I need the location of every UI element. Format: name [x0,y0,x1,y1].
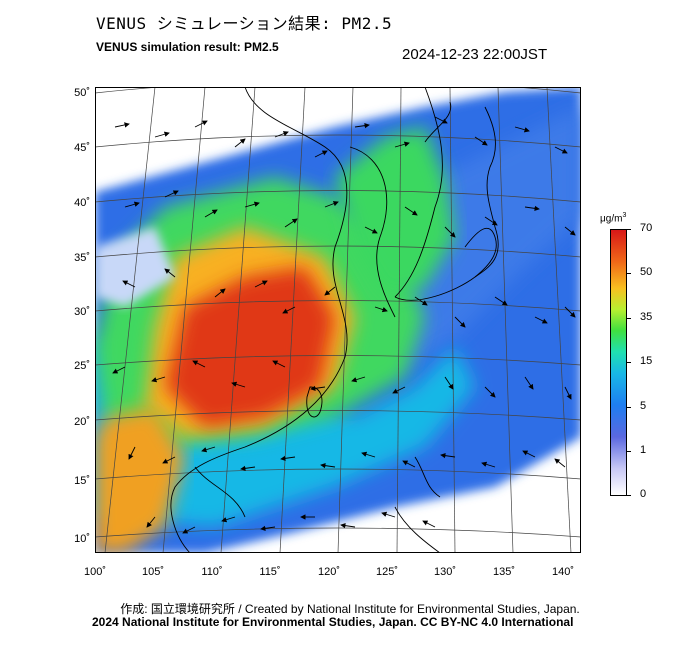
colorbar-label-15: 15 [640,355,653,367]
colorbar-tick-mark [627,229,631,230]
lat-label-20: 20˚ [74,416,90,428]
lat-label-15: 15˚ [74,475,90,487]
lon-label-115: 115˚ [259,566,281,578]
timestamp: 2024-12-23 22:00JST [402,46,548,63]
title-english: VENUS simulation result: PM2.5 [96,40,279,54]
copyright-line: 2024 National Institute for Environmenta… [92,615,574,629]
colorbar-unit: μg/m3 [600,212,627,225]
wind-vectors [112,116,576,534]
pm25-colorbar [610,229,627,496]
colorbar-tick-mark [627,362,631,363]
colorbar-tick-mark [627,495,631,496]
lon-label-130: 130˚ [433,566,457,578]
lat-label-10: 10˚ [74,533,90,545]
colorbar-label-50: 50 [640,266,653,278]
concentration-field [95,87,581,553]
colorbar-tick-mark [627,451,631,452]
lat-label-25: 25˚ [74,360,90,372]
lon-label-105: 105˚ [141,566,165,578]
coastlines [170,87,499,553]
graticule [95,87,581,553]
colorbar-label-0: 0 [640,488,647,500]
lat-label-45: 45˚ [74,142,90,154]
lat-label-50: 50˚ [74,87,90,99]
title-japanese: VENUS シミュレーション結果: PM2.5 [96,14,393,33]
lat-label-40: 40˚ [74,197,90,209]
lat-label-35: 35˚ [74,252,90,264]
lon-label-120: 120˚ [317,566,341,578]
map-frame [95,87,581,553]
pm25-concentration-map [95,87,581,553]
colorbar-label-1: 1 [640,444,647,456]
lon-label-110: 110˚ [201,566,223,578]
lat-label-30: 30˚ [74,306,90,318]
lon-label-125: 125˚ [375,566,399,578]
colorbar-label-70: 70 [640,222,653,234]
lon-label-140: 140˚ [551,566,575,578]
lon-label-100: 100˚ [83,566,107,578]
colorbar-tick-mark [627,407,631,408]
colorbar-tick-mark [627,273,631,274]
lon-label-135: 135˚ [492,566,516,578]
colorbar-label-35: 35 [640,311,653,323]
credit-line: 作成: 国立環境研究所 / Created by National Instit… [120,602,580,616]
colorbar-label-5: 5 [640,400,647,412]
colorbar-tick-mark [627,318,631,319]
